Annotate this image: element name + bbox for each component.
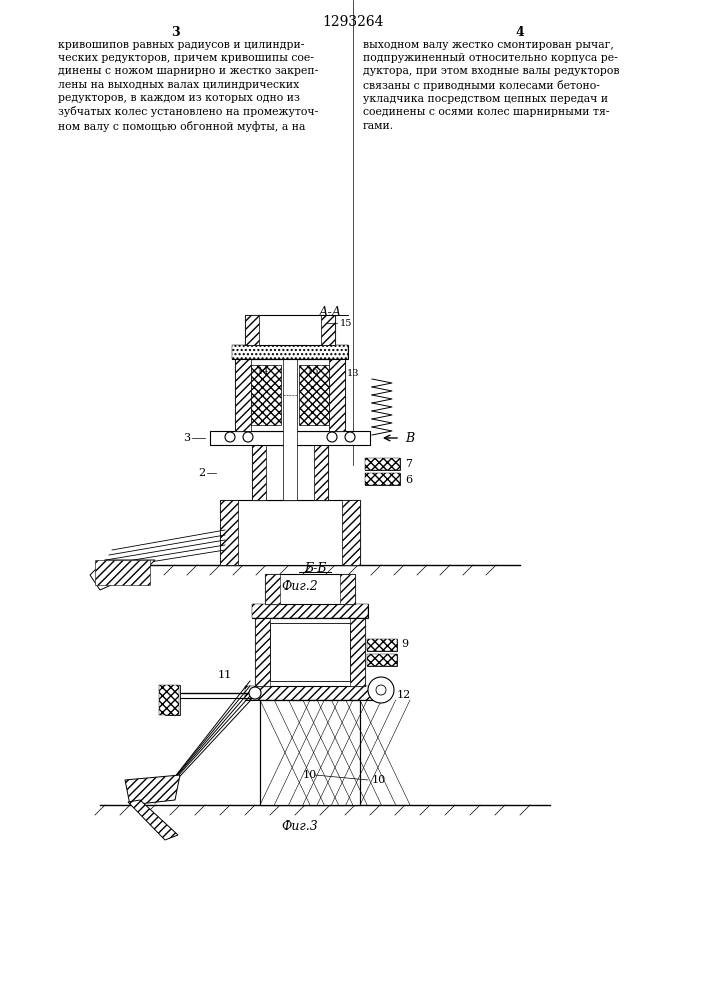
Circle shape — [225, 432, 235, 442]
Circle shape — [345, 432, 355, 442]
Bar — [283, 355, 297, 500]
Bar — [255, 618, 365, 686]
Circle shape — [376, 685, 386, 695]
Bar — [270, 623, 350, 681]
Text: 14: 14 — [257, 366, 269, 375]
Text: Фиг.3: Фиг.3 — [281, 820, 318, 834]
Bar — [95, 560, 150, 585]
Text: кривошипов равных радиусов и цилиндри-
ческих редукторов, причем кривошипы сое-
: кривошипов равных радиусов и цилиндри- ч… — [58, 40, 318, 132]
Text: 2: 2 — [198, 468, 205, 478]
Bar — [329, 359, 345, 431]
Bar — [210, 431, 370, 445]
Bar — [321, 315, 335, 345]
Text: 13: 13 — [347, 369, 359, 378]
Text: Б-Б: Б-Б — [304, 562, 326, 576]
Text: Фиг.2: Фиг.2 — [281, 580, 318, 593]
Bar — [165, 685, 180, 715]
Bar — [159, 685, 179, 715]
Text: 15: 15 — [340, 318, 352, 328]
Bar — [232, 345, 348, 359]
Bar — [252, 445, 266, 500]
Bar — [367, 639, 397, 651]
Text: 10: 10 — [303, 770, 317, 780]
Bar — [251, 365, 281, 425]
Bar — [245, 315, 259, 345]
Bar — [252, 604, 368, 618]
Bar — [314, 445, 328, 500]
Circle shape — [243, 432, 253, 442]
Polygon shape — [128, 800, 178, 840]
Text: 6: 6 — [405, 475, 412, 485]
Polygon shape — [90, 560, 155, 590]
Bar — [232, 345, 348, 359]
Circle shape — [327, 432, 337, 442]
Bar — [252, 445, 328, 500]
Text: А-А: А-А — [318, 306, 341, 318]
Bar — [235, 359, 251, 431]
Text: 16: 16 — [307, 366, 319, 375]
Bar — [365, 458, 400, 470]
Bar — [367, 654, 397, 666]
Bar — [245, 686, 375, 700]
Bar — [255, 618, 270, 686]
Text: 12: 12 — [397, 690, 411, 700]
Bar — [260, 700, 360, 805]
Bar — [367, 654, 397, 666]
Text: 3: 3 — [170, 26, 180, 39]
Text: 4: 4 — [515, 26, 525, 39]
Bar — [299, 365, 329, 425]
Bar — [245, 686, 375, 700]
Bar — [220, 500, 360, 565]
Polygon shape — [125, 775, 180, 805]
Bar — [342, 500, 360, 565]
Circle shape — [249, 687, 261, 699]
Text: выходном валу жестко смонтирован рычаг,
подпружиненный относительно корпуса ре-
: выходном валу жестко смонтирован рычаг, … — [363, 40, 619, 131]
Bar — [365, 473, 400, 485]
Bar — [252, 604, 368, 618]
Bar — [235, 359, 345, 431]
Text: B: B — [405, 432, 414, 444]
Bar — [365, 473, 400, 485]
Bar — [365, 458, 400, 470]
Circle shape — [368, 677, 394, 703]
Text: 11: 11 — [218, 670, 232, 680]
Bar — [260, 700, 360, 805]
Text: 9: 9 — [401, 639, 408, 649]
Text: 3: 3 — [183, 433, 190, 443]
Text: 7: 7 — [405, 459, 412, 469]
Bar — [367, 639, 397, 651]
Text: 10: 10 — [372, 775, 386, 785]
Bar — [245, 315, 335, 345]
Text: 1293264: 1293264 — [322, 15, 384, 29]
Bar — [265, 574, 355, 604]
Bar — [340, 574, 355, 604]
Bar — [220, 500, 238, 565]
Bar — [350, 618, 365, 686]
Bar — [265, 574, 280, 604]
